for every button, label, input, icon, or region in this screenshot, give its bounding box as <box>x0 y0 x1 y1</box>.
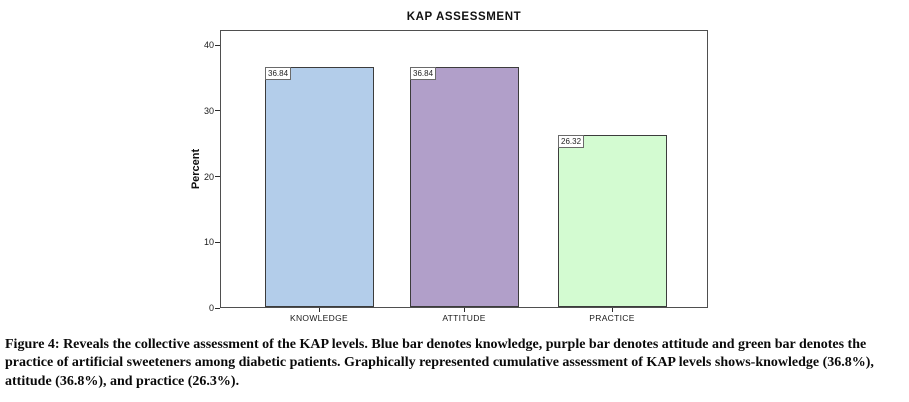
y-tick-label: 10 <box>203 237 214 248</box>
y-axis-ticks: 0 10 20 30 40 <box>0 30 220 313</box>
bar-value-label: 36.84 <box>265 66 292 80</box>
bar-value-label: 26.32 <box>558 135 585 149</box>
y-tick: 30 <box>204 106 220 116</box>
x-tick-mark <box>612 308 613 312</box>
y-tick-mark <box>215 110 220 112</box>
x-tick-mark <box>464 308 465 312</box>
y-tick-mark <box>215 307 220 309</box>
x-category-label-attitude: ATTITUDE <box>442 313 486 323</box>
bar-practice: 26.32 <box>558 135 667 307</box>
x-axis-labels: KNOWLEDGE ATTITUDE PRACTICE <box>221 313 707 325</box>
y-tick-label: 30 <box>203 105 214 116</box>
y-tick: 10 <box>204 237 220 247</box>
y-tick-mark <box>215 176 220 178</box>
y-tick: 20 <box>204 172 220 182</box>
y-tick-mark <box>215 44 220 46</box>
x-tick-mark <box>319 308 320 312</box>
x-axis-ticks <box>221 308 707 312</box>
y-tick-mark <box>215 241 220 243</box>
bar-knowledge: 36.84 <box>265 66 374 307</box>
y-tick-label: 20 <box>203 171 214 182</box>
x-category-label-practice: PRACTICE <box>589 313 635 323</box>
bar-attitude: 36.84 <box>410 66 519 307</box>
y-tick-label: 0 <box>208 303 214 313</box>
figure-caption: Figure 4: Reveals the collective assessm… <box>5 337 874 389</box>
y-tick-label: 40 <box>203 40 214 51</box>
chart-title: KAP ASSESSMENT <box>406 11 522 23</box>
x-category-label-knowledge: KNOWLEDGE <box>290 313 348 323</box>
bar-value-label: 36.84 <box>410 66 437 80</box>
y-tick: 40 <box>204 40 220 50</box>
plot-area: 36.84 36.84 26.32 <box>220 30 708 308</box>
y-tick: 0 <box>209 303 220 313</box>
